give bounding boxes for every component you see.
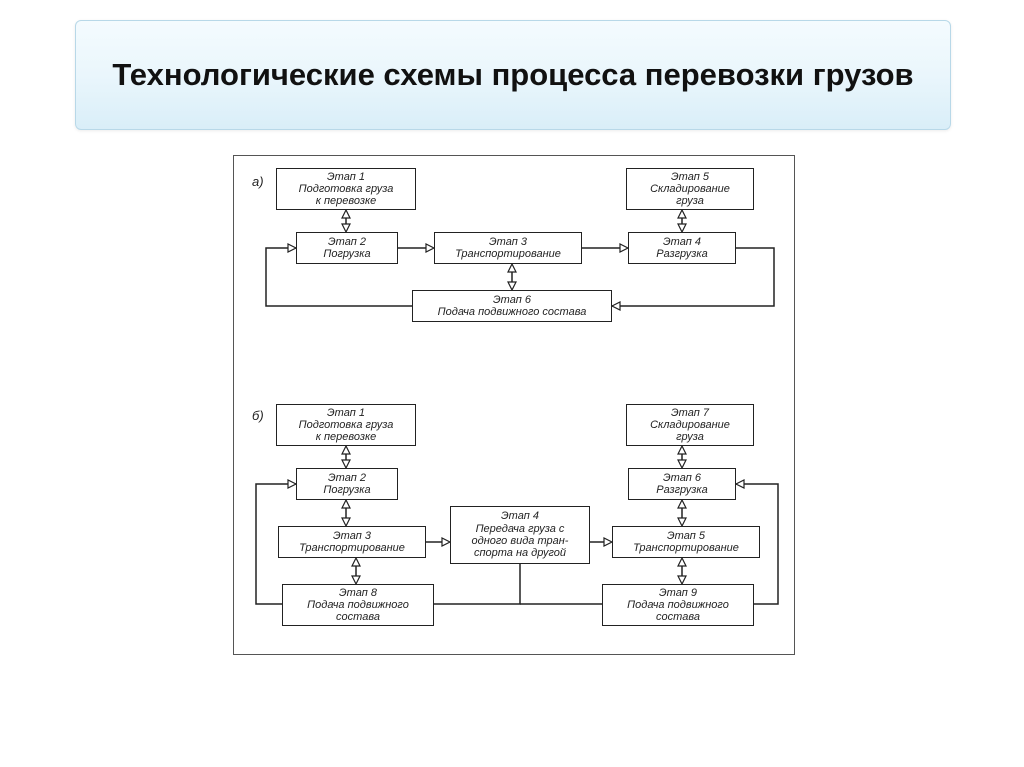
node-b9: Этап 9Подача подвижногосостава	[602, 584, 754, 626]
node-a5: Этап 5Складированиегруза	[626, 168, 754, 210]
section-label-b: б)	[252, 408, 264, 423]
diagram-frame: а) б) Этап 1Подготовка грузак перевозке Эта…	[233, 155, 795, 655]
node-a3: Этап 3Транспортирование	[434, 232, 582, 264]
node-b7: Этап 7Складированиегруза	[626, 404, 754, 446]
node-b1: Этап 1Подготовка грузак перевозке	[276, 404, 416, 446]
node-b4: Этап 4Передача груза содного вида тран-с…	[450, 506, 590, 564]
title-box: Технологические схемы процесса перевозки…	[75, 20, 951, 130]
node-b3: Этап 3Транспортирование	[278, 526, 426, 558]
node-a2: Этап 2Погрузка	[296, 232, 398, 264]
node-a1: Этап 1Подготовка грузак перевозке	[276, 168, 416, 210]
node-b6: Этап 6Разгрузка	[628, 468, 736, 500]
section-label-a: а)	[252, 174, 264, 189]
node-b5: Этап 5Транспортирование	[612, 526, 760, 558]
flowchart-diagram: а) б) Этап 1Подготовка грузак перевозке Эта…	[234, 156, 794, 654]
node-a6: Этап 6Подача подвижного состава	[412, 290, 612, 322]
page-title: Технологические схемы процесса перевозки…	[112, 56, 913, 95]
node-b8: Этап 8Подача подвижногосостава	[282, 584, 434, 626]
node-a4: Этап 4Разгрузка	[628, 232, 736, 264]
node-b2: Этап 2Погрузка	[296, 468, 398, 500]
